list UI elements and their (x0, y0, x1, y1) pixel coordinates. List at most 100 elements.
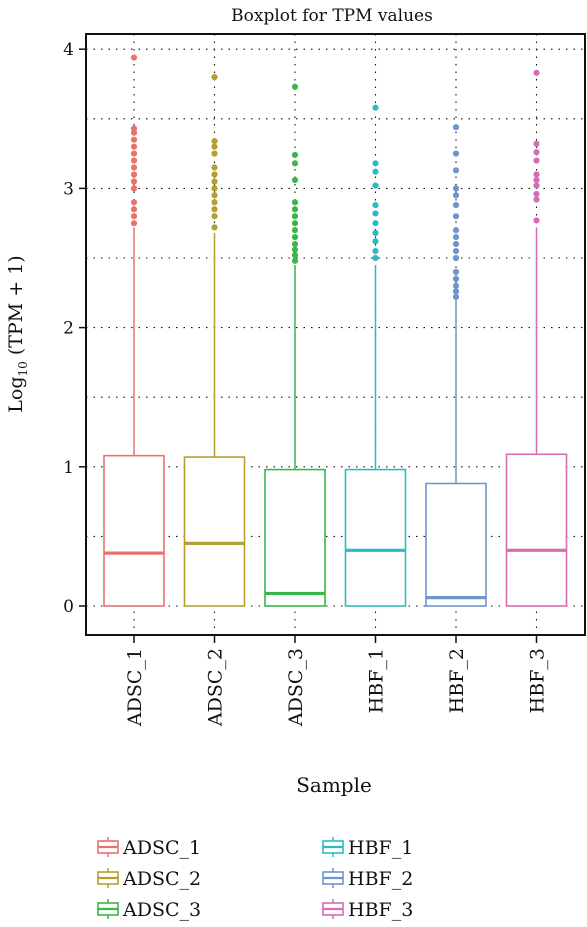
outlier-point (211, 185, 218, 192)
box-HBF_1 (344, 104, 407, 607)
legend-item-HBF_1: HBF_1 (322, 837, 413, 859)
outlier-point (533, 69, 540, 76)
outlier-point (211, 150, 218, 157)
outlier-point (291, 206, 299, 213)
outlier-point (291, 199, 299, 206)
legend-label: ADSC_3 (122, 899, 201, 921)
outlier-point (452, 275, 460, 282)
x-tick-label: HBF_1 (366, 648, 388, 713)
outlier-point (130, 143, 138, 150)
x-tick-label: ADSC_1 (124, 648, 146, 727)
chart-title: Boxplot for TPM values (231, 6, 433, 26)
legend-label: HBF_3 (348, 899, 413, 921)
outlier-point (372, 168, 379, 175)
outlier-point (211, 143, 218, 150)
outlier-point (291, 240, 299, 248)
outlier-point (533, 140, 540, 147)
box-ADSC_1 (103, 54, 165, 607)
outlier-point (452, 192, 460, 199)
legend-item-ADSC_2: ADSC_2 (97, 868, 201, 890)
box-HBF_2 (425, 124, 487, 607)
outlier-point (452, 167, 460, 174)
outlier-point (372, 104, 379, 111)
x-axis: ADSC_1 ADSC_2 ADSC_3 HBF_1 HBF_2 HBF_3 (124, 635, 549, 727)
outlier-point (211, 171, 218, 178)
legend-label: ADSC_2 (122, 868, 201, 890)
outlier-point (452, 150, 460, 157)
box-iqr (264, 468, 326, 607)
outlier-point (130, 54, 138, 61)
outlier-point (291, 234, 299, 241)
y-axis-label-subscript: 10 (16, 361, 30, 376)
outlier-point (452, 202, 460, 209)
x-tick-label: ADSC_3 (285, 648, 307, 727)
legend: ADSC_1 ADSC_2 ADSC_3 HBF_1 HBF_2 HBF_3 (97, 837, 413, 921)
outlier-point (130, 178, 138, 185)
x-axis-label: Sample (296, 773, 372, 797)
outlier-point (130, 185, 138, 192)
outlier-point (130, 171, 138, 178)
box-iqr (183, 456, 246, 607)
outlier-point (533, 171, 540, 178)
outlier-point (372, 182, 379, 189)
outlier-point (291, 151, 299, 159)
outlier-point (533, 176, 540, 184)
outlier-point (291, 220, 299, 227)
y-tick-label: 4 (63, 40, 74, 60)
outlier-point (372, 229, 379, 237)
outlier-point (452, 234, 460, 241)
outlier-point (372, 254, 379, 262)
outlier-point (211, 164, 218, 171)
y-axis: 0 1 2 3 4 (63, 40, 86, 617)
outlier-point (211, 137, 218, 145)
y-axis-label-rest: (TPM + 1) (5, 255, 27, 361)
outlier-point (452, 268, 460, 276)
legend-label: HBF_1 (348, 837, 413, 859)
outlier-point (130, 136, 138, 143)
outlier-point (452, 185, 460, 192)
box-ADSC_3 (264, 83, 326, 607)
outlier-point (372, 238, 379, 245)
outlier-point (372, 202, 379, 209)
outlier-point (291, 83, 299, 90)
outlier-point (452, 227, 460, 234)
legend-item-ADSC_3: ADSC_3 (97, 899, 201, 921)
outlier-point (291, 213, 299, 220)
outlier-point (533, 149, 540, 156)
outlier-point (211, 178, 218, 185)
y-tick-label: 2 (63, 319, 74, 339)
outlier-point (130, 125, 138, 132)
x-tick-label: HBF_2 (446, 648, 468, 713)
outlier-point (372, 247, 379, 255)
outlier-point (372, 160, 379, 167)
outlier-point (452, 254, 460, 262)
y-axis-label-log: Log (5, 376, 27, 412)
outlier-point (211, 73, 218, 81)
y-tick-label: 0 (63, 597, 74, 617)
outlier-point (452, 240, 460, 248)
y-tick-label: 1 (63, 458, 74, 478)
outlier-point (130, 206, 138, 213)
outlier-point (452, 293, 460, 301)
outlier-point (211, 206, 218, 213)
y-axis-label: Log10 (TPM + 1) (5, 255, 30, 412)
box-iqr (505, 453, 568, 607)
outlier-point (533, 157, 540, 164)
outlier-point (533, 217, 540, 224)
outlier-point (130, 150, 138, 157)
outlier-point (291, 176, 299, 184)
outlier-point (452, 282, 460, 289)
outlier-point (211, 199, 218, 206)
outlier-point (291, 257, 299, 264)
outlier-point (291, 160, 299, 167)
outlier-point (533, 182, 540, 189)
outlier-point (533, 196, 540, 203)
box-iqr (344, 468, 407, 607)
outlier-point (372, 220, 379, 227)
legend-label: ADSC_1 (122, 837, 201, 859)
box-iqr (425, 482, 487, 607)
outlier-point (130, 199, 138, 206)
outlier-point (372, 210, 379, 217)
box-ADSC_2 (183, 73, 246, 607)
